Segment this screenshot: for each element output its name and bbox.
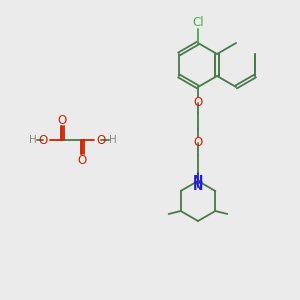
Text: H: H: [29, 135, 37, 145]
Text: O: O: [194, 97, 202, 110]
Text: N: N: [193, 175, 203, 188]
Text: O: O: [96, 134, 106, 146]
Text: O: O: [57, 113, 67, 127]
Text: O: O: [77, 154, 87, 166]
Text: N: N: [193, 181, 203, 194]
Text: H: H: [109, 135, 117, 145]
Text: O: O: [38, 134, 48, 146]
Text: Cl: Cl: [192, 16, 204, 29]
Text: O: O: [194, 136, 202, 149]
